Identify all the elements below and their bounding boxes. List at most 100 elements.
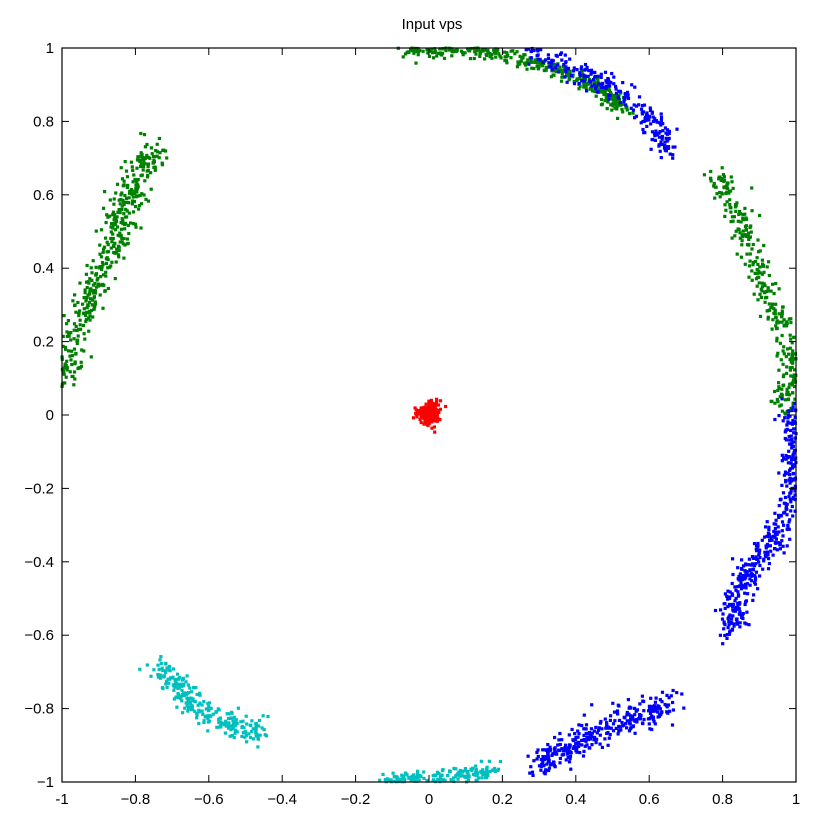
data-point bbox=[606, 743, 610, 747]
data-point bbox=[587, 69, 591, 73]
data-point bbox=[78, 281, 82, 285]
data-point bbox=[784, 480, 788, 484]
data-point bbox=[593, 89, 597, 94]
data-point bbox=[622, 98, 626, 102]
data-point bbox=[743, 569, 747, 573]
data-point bbox=[146, 199, 151, 203]
data-point bbox=[790, 352, 794, 356]
data-point bbox=[122, 179, 126, 183]
data-point bbox=[219, 720, 223, 724]
data-point bbox=[532, 48, 536, 53]
data-point bbox=[585, 89, 589, 93]
data-point bbox=[748, 235, 752, 239]
data-point bbox=[94, 265, 98, 269]
data-point bbox=[74, 324, 78, 329]
data-point bbox=[124, 196, 129, 200]
data-point bbox=[434, 409, 438, 413]
data-point bbox=[675, 691, 679, 695]
data-point bbox=[422, 770, 426, 774]
data-point bbox=[721, 173, 726, 177]
data-point bbox=[147, 155, 151, 160]
data-point bbox=[547, 768, 551, 773]
data-point bbox=[389, 778, 393, 782]
data-point bbox=[592, 738, 596, 742]
data-point bbox=[557, 738, 561, 742]
data-point bbox=[171, 684, 176, 688]
x-tick-label: 0.4 bbox=[565, 791, 586, 808]
data-point bbox=[415, 409, 420, 413]
data-point bbox=[113, 241, 117, 245]
data-point bbox=[498, 759, 503, 764]
data-point bbox=[574, 735, 578, 740]
data-point bbox=[127, 231, 131, 236]
data-point bbox=[110, 260, 114, 264]
data-point bbox=[791, 454, 795, 458]
data-point bbox=[777, 414, 781, 418]
data-point bbox=[625, 105, 629, 109]
data-point bbox=[191, 697, 195, 701]
data-point bbox=[529, 56, 533, 60]
data-point bbox=[743, 206, 747, 210]
ticks-layer: -1 −0.8 −0.6 −0.4 −0.2 0 0.2 0.4 0.6 0.8 1−1−0.8−0… bbox=[24, 40, 800, 808]
data-point bbox=[543, 748, 547, 752]
data-point bbox=[455, 48, 459, 52]
data-point bbox=[589, 72, 593, 76]
data-point bbox=[665, 139, 669, 143]
data-point bbox=[477, 47, 481, 51]
data-point bbox=[168, 669, 172, 673]
data-point bbox=[82, 296, 86, 300]
data-point bbox=[568, 749, 572, 754]
data-point bbox=[515, 65, 519, 69]
data-point bbox=[185, 696, 189, 701]
data-point bbox=[766, 289, 770, 293]
data-point bbox=[433, 47, 437, 51]
data-point bbox=[64, 375, 68, 379]
data-point bbox=[64, 347, 68, 351]
data-point bbox=[642, 103, 647, 107]
data-point bbox=[748, 583, 752, 587]
data-point bbox=[88, 289, 92, 293]
data-point bbox=[750, 209, 754, 213]
data-point bbox=[193, 709, 197, 713]
data-point bbox=[72, 383, 76, 387]
data-point bbox=[660, 700, 664, 704]
data-point bbox=[558, 52, 563, 56]
data-point bbox=[426, 407, 430, 411]
data-point bbox=[611, 729, 616, 733]
data-point bbox=[766, 531, 770, 535]
data-point bbox=[609, 714, 613, 718]
data-point bbox=[792, 463, 796, 467]
data-point bbox=[608, 733, 612, 737]
data-point bbox=[780, 529, 784, 533]
data-point bbox=[590, 703, 594, 707]
data-point bbox=[776, 525, 780, 529]
data-point bbox=[180, 688, 184, 692]
data-point bbox=[84, 313, 88, 317]
data-point bbox=[611, 722, 616, 726]
data-point bbox=[626, 698, 630, 702]
data-point bbox=[498, 54, 502, 58]
data-point bbox=[556, 743, 560, 747]
data-point bbox=[425, 779, 429, 783]
data-point bbox=[125, 175, 130, 179]
data-point bbox=[581, 754, 586, 758]
data-point bbox=[639, 107, 644, 111]
data-point bbox=[741, 229, 745, 233]
data-point bbox=[558, 756, 562, 761]
data-point bbox=[120, 191, 124, 195]
data-point bbox=[79, 364, 84, 368]
data-point bbox=[753, 574, 757, 578]
data-point bbox=[155, 154, 159, 158]
data-point bbox=[712, 181, 716, 186]
data-point bbox=[427, 54, 432, 58]
data-point bbox=[118, 211, 122, 215]
data-point bbox=[610, 71, 614, 76]
data-point bbox=[137, 207, 141, 211]
data-point bbox=[106, 243, 110, 247]
data-point bbox=[536, 748, 540, 752]
data-point bbox=[737, 228, 741, 232]
data-point bbox=[431, 418, 435, 422]
data-point bbox=[648, 108, 653, 112]
data-point bbox=[75, 339, 79, 343]
